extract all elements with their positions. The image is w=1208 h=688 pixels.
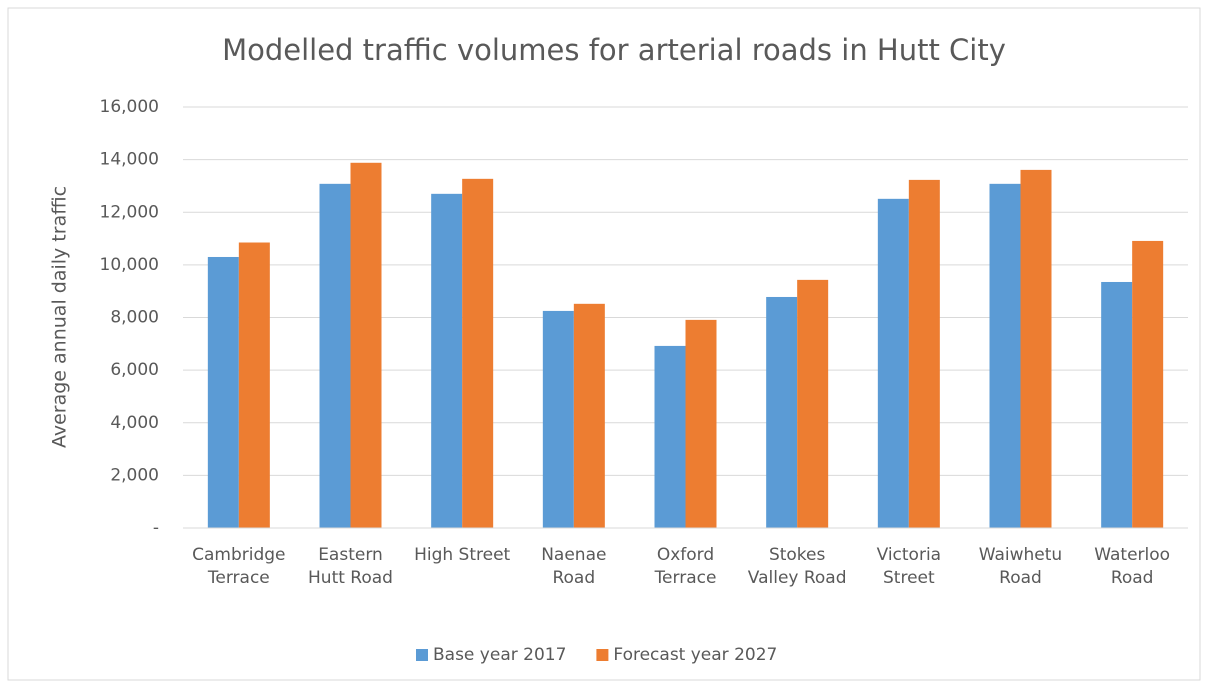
- y-tick-label: 8,000: [110, 308, 159, 328]
- x-tick-label: Stokes Valley Road: [747, 545, 847, 588]
- y-tick-label: -: [153, 518, 159, 538]
- bar: [350, 162, 382, 528]
- y-tick-label: 2,000: [110, 465, 159, 485]
- bar: [1132, 240, 1164, 529]
- x-tick-label: Waiwhetu Road: [978, 545, 1063, 588]
- x-tick-label: Victoria Street: [876, 545, 942, 588]
- bar: [766, 296, 798, 528]
- bar: [1101, 281, 1133, 528]
- bar: [238, 242, 270, 528]
- x-tick-label: High Street: [414, 545, 511, 565]
- chart-title: Modelled traffic volumes for arterial ro…: [222, 33, 1006, 67]
- y-tick-label: 6,000: [110, 360, 159, 380]
- legend-swatch: [416, 649, 428, 661]
- bar: [431, 193, 463, 529]
- x-tick-label: Waterloo Road: [1094, 545, 1171, 588]
- x-tick-label: Naenae Road: [541, 545, 607, 588]
- legend-swatch: [596, 649, 609, 661]
- x-tick-label: Oxford Terrace: [654, 545, 717, 588]
- y-tick-label: 16,000: [100, 97, 159, 117]
- bar: [685, 319, 717, 528]
- y-tick-label: 14,000: [100, 150, 159, 170]
- x-tick-label: Cambridge Terrace: [192, 545, 286, 588]
- bar: [542, 310, 574, 528]
- y-tick-label: 4,000: [110, 413, 159, 433]
- bar: [462, 178, 494, 528]
- bar: [908, 179, 940, 528]
- y-tick-label: 10,000: [100, 255, 159, 275]
- bar: [1020, 169, 1052, 528]
- legend-label: Forecast year 2027: [613, 645, 777, 665]
- y-axis-label: Average annual daily traffic: [49, 186, 71, 448]
- bar: [797, 279, 829, 528]
- bar: [989, 183, 1021, 528]
- bar: [573, 303, 605, 528]
- y-tick-label: 12,000: [100, 202, 159, 222]
- legend-label: Base year 2017: [433, 645, 566, 665]
- bar: [319, 183, 351, 528]
- bar: [654, 345, 686, 528]
- bar: [207, 256, 239, 528]
- bar: [877, 198, 909, 528]
- x-tick-label: Eastern Hutt Road: [308, 545, 393, 588]
